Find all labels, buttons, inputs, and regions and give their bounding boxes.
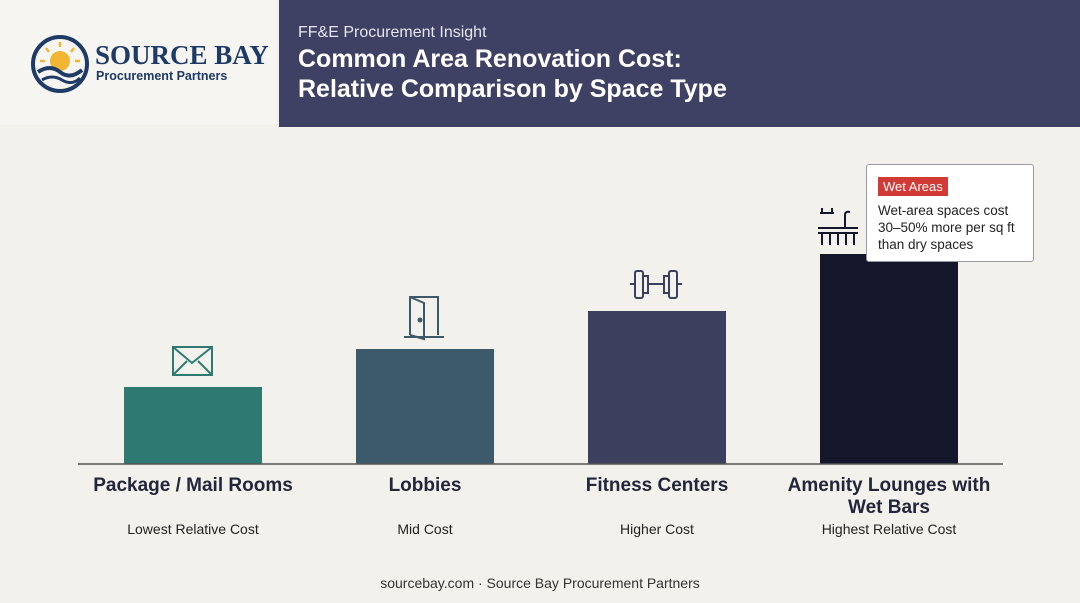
- footer: sourcebay.com · Source Bay Procurement P…: [380, 575, 700, 591]
- icon-door: [404, 296, 444, 341]
- category-label: Fitness Centers: [585, 475, 729, 496]
- annotation-badge: Wet Areas: [878, 177, 948, 196]
- annotation-box: Wet Areas Wet-area spaces cost 30–50% mo…: [866, 164, 1034, 262]
- icon-bar: [818, 208, 858, 245]
- logo-icon: [31, 35, 89, 93]
- bar: [124, 387, 262, 464]
- cost-label: Higher Cost: [620, 521, 694, 537]
- bar: [820, 254, 958, 464]
- logo-tagline: Procurement Partners: [96, 69, 228, 83]
- kicker: FF&E Procurement Insight: [298, 24, 487, 41]
- category-label: Lobbies: [388, 475, 462, 496]
- bar: [588, 311, 726, 464]
- cost-label: Mid Cost: [397, 521, 453, 537]
- bar: [356, 349, 494, 464]
- cost-label: Highest Relative Cost: [821, 521, 957, 537]
- title: Relative Comparison by Space Type: [298, 75, 727, 103]
- logo-name: SOURCE BAY: [95, 40, 269, 70]
- title: Common Area Renovation Cost:: [298, 45, 682, 73]
- category-label: Package / Mail Rooms: [93, 475, 293, 496]
- logo-panel: SOURCE BAY Procurement Partners: [0, 0, 277, 125]
- header: FF&E Procurement Insight Common Area Ren…: [279, 0, 1080, 127]
- category-label: Amenity Lounges with Wet Bars: [787, 475, 991, 518]
- icon-mail: [172, 346, 213, 376]
- icon-dumbbell: [630, 270, 682, 299]
- cost-label: Lowest Relative Cost: [127, 521, 259, 537]
- annotation-text: Wet-area spaces cost 30–50% more per sq …: [878, 203, 1015, 252]
